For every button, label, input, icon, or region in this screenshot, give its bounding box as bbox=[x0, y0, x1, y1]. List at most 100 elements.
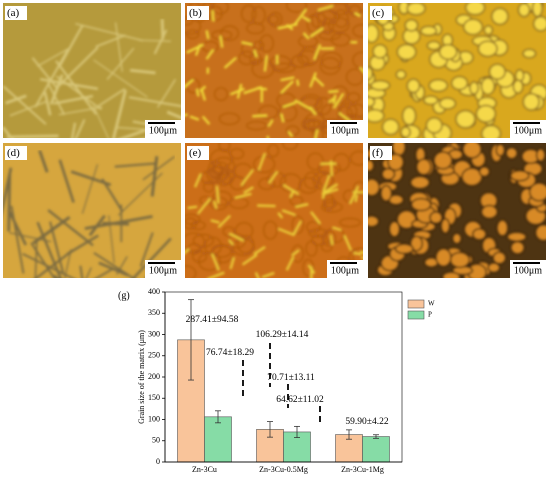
grain bbox=[289, 195, 304, 206]
grain bbox=[506, 231, 527, 242]
micrograph-texture bbox=[185, 3, 363, 138]
grain bbox=[449, 251, 471, 269]
panel-label: (a) bbox=[7, 7, 20, 19]
micrograph: (b) 100μm bbox=[185, 3, 363, 138]
grain bbox=[282, 143, 299, 150]
y-tick-label: 300 bbox=[148, 329, 160, 338]
bar bbox=[362, 436, 390, 463]
grain-boundary bbox=[106, 47, 135, 80]
grain-boundary bbox=[39, 78, 99, 90]
dendrite bbox=[205, 48, 215, 60]
grain bbox=[410, 175, 430, 190]
grain bbox=[381, 118, 400, 136]
dendrite bbox=[280, 80, 294, 94]
grain bbox=[339, 217, 361, 228]
grain-boundary bbox=[93, 252, 135, 278]
grain bbox=[241, 4, 257, 23]
grain bbox=[455, 109, 476, 129]
dendrite bbox=[194, 43, 202, 56]
grain-boundary bbox=[9, 100, 48, 117]
grain-boundary bbox=[142, 156, 176, 181]
grain bbox=[388, 220, 401, 238]
grain bbox=[322, 230, 336, 247]
panel-label: (d) bbox=[7, 147, 20, 159]
grain-boundary bbox=[34, 249, 74, 278]
panel-label-box bbox=[5, 146, 27, 160]
dendrite bbox=[321, 183, 339, 196]
y-tick-label: 200 bbox=[148, 372, 160, 381]
grain-boundary bbox=[85, 267, 92, 278]
grain bbox=[425, 117, 443, 134]
grain bbox=[517, 3, 531, 18]
dendrite bbox=[359, 66, 363, 73]
dendrite bbox=[189, 115, 200, 121]
grain-boundary bbox=[153, 29, 168, 55]
grain bbox=[286, 3, 308, 13]
dendrite bbox=[292, 220, 302, 237]
grain bbox=[400, 126, 411, 138]
grain bbox=[198, 251, 221, 271]
micrograph-background bbox=[3, 143, 181, 278]
grain bbox=[535, 224, 546, 242]
dendrite bbox=[228, 232, 245, 242]
grain bbox=[395, 69, 407, 80]
grain bbox=[306, 152, 324, 171]
grain-boundary bbox=[47, 209, 94, 247]
dendrite bbox=[329, 234, 334, 246]
grain bbox=[229, 175, 246, 191]
grain-boundary bbox=[117, 172, 163, 216]
scale-bar-box bbox=[327, 120, 363, 138]
grain bbox=[532, 15, 546, 32]
grain bbox=[423, 95, 439, 106]
micrograph: (a) 100μm bbox=[3, 3, 181, 138]
dendrite bbox=[268, 170, 279, 185]
dendrite bbox=[302, 15, 311, 23]
grain-boundary bbox=[59, 24, 84, 67]
scale-bar-label: 100μm bbox=[514, 125, 542, 136]
grain bbox=[349, 150, 363, 166]
dendrite bbox=[230, 87, 245, 96]
grain bbox=[291, 215, 304, 235]
grain bbox=[267, 143, 280, 158]
dendrite bbox=[199, 85, 207, 93]
micrograph-texture bbox=[185, 143, 363, 278]
grain-boundary bbox=[7, 209, 27, 246]
grain-boundary bbox=[22, 253, 75, 278]
grain bbox=[477, 40, 498, 58]
grain-boundary bbox=[30, 242, 56, 278]
grain bbox=[331, 85, 349, 104]
grain bbox=[509, 170, 530, 182]
dendrite bbox=[194, 173, 202, 188]
panel-label: (c) bbox=[372, 7, 385, 19]
grain bbox=[465, 3, 486, 16]
grain bbox=[267, 14, 280, 25]
grain-boundary bbox=[53, 94, 94, 105]
grain bbox=[328, 17, 350, 33]
micrograph: (e) 100μm bbox=[185, 143, 363, 278]
grain bbox=[370, 79, 391, 91]
y-tick-label: 100 bbox=[148, 414, 160, 423]
grain-boundary bbox=[46, 81, 66, 116]
dendrite bbox=[332, 92, 345, 109]
grain-boundary bbox=[139, 232, 154, 267]
grain-boundary bbox=[49, 221, 65, 275]
grain-boundary bbox=[75, 23, 144, 42]
dendrite bbox=[285, 256, 295, 271]
dendrite bbox=[349, 185, 360, 205]
grain bbox=[394, 243, 414, 255]
grain bbox=[201, 40, 219, 53]
grain bbox=[185, 16, 194, 26]
grain bbox=[220, 25, 239, 41]
grain bbox=[345, 68, 363, 86]
y-tick-label: 250 bbox=[148, 351, 160, 360]
grain bbox=[396, 43, 417, 61]
dendrite bbox=[313, 75, 325, 87]
dendrite bbox=[185, 78, 195, 88]
grain bbox=[308, 228, 329, 238]
value-label: 76.74±18.29 bbox=[206, 348, 254, 358]
grain bbox=[302, 258, 314, 277]
grain-boundary bbox=[93, 59, 148, 98]
grain bbox=[229, 148, 245, 160]
dendrite bbox=[302, 32, 310, 40]
